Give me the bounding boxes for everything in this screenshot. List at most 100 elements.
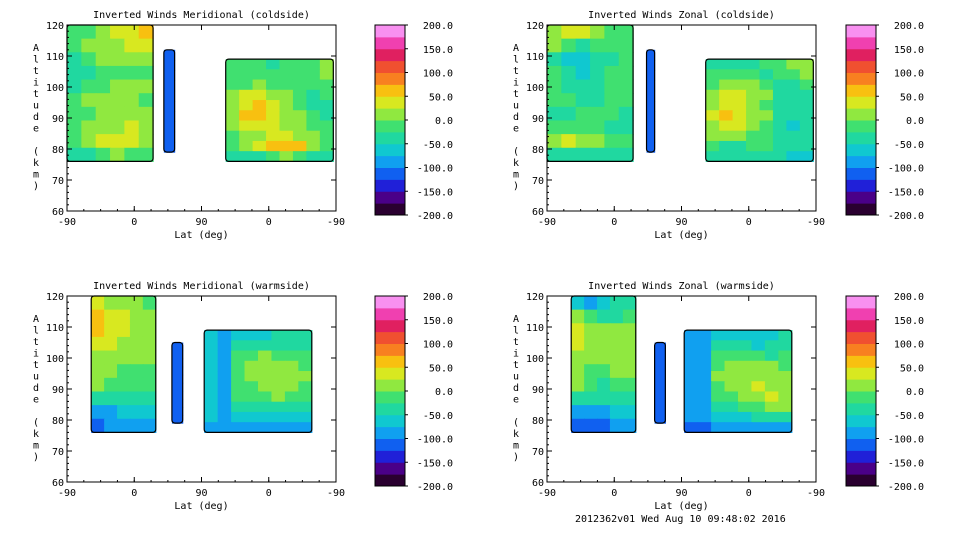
- data-cell: [724, 360, 739, 372]
- data-cell: [67, 38, 82, 53]
- data-cell: [684, 340, 699, 352]
- data-cell: [319, 120, 334, 132]
- data-cell: [618, 25, 634, 40]
- contour-field: [546, 24, 814, 163]
- x-tick-label: 0: [131, 217, 137, 228]
- chart-panel-1: Inverted Winds Meridional (coldside) 60 70…: [33, 10, 453, 241]
- data-cell: [609, 323, 624, 338]
- data-cell: [306, 120, 321, 132]
- data-cell: [284, 330, 299, 341]
- colorbar-swatch: [846, 402, 876, 416]
- data-cell: [271, 422, 286, 433]
- data-cell: [169, 49, 176, 61]
- data-cell: [732, 69, 747, 81]
- data-cell: [719, 120, 734, 132]
- data-cell: [225, 151, 240, 162]
- data-cell: [650, 121, 656, 133]
- colorbar-tick-label: -200.0: [417, 211, 453, 222]
- data-cell: [575, 93, 591, 108]
- x-tick-label: -90: [807, 488, 825, 499]
- x-tick-label: 0: [746, 217, 752, 228]
- data-cell: [95, 52, 111, 67]
- data-cell: [786, 89, 801, 101]
- data-cell: [124, 93, 140, 108]
- colorbar-tick-label: -50.0: [894, 411, 924, 422]
- data-cell: [547, 38, 562, 53]
- data-cell: [142, 296, 157, 311]
- data-cell: [711, 401, 726, 413]
- data-cell: [622, 391, 637, 406]
- data-cell: [618, 52, 634, 67]
- data-cell: [239, 130, 254, 142]
- data-cell: [171, 382, 178, 392]
- colorbar-swatch: [846, 131, 876, 145]
- data-cell: [231, 350, 246, 362]
- colorbar-tick-label: 100.0: [423, 340, 453, 351]
- data-cell: [177, 366, 184, 376]
- data-cell: [684, 330, 699, 341]
- data-cell: [786, 151, 801, 162]
- data-cell: [239, 140, 254, 152]
- data-cell: [298, 411, 313, 423]
- data-cell: [204, 381, 219, 393]
- data-cell: [561, 93, 577, 108]
- data-cell: [575, 65, 591, 81]
- data-cell: [169, 111, 176, 123]
- data-cell: [142, 405, 157, 420]
- data-cell: [169, 131, 176, 143]
- colorbar-swatch: [375, 367, 405, 380]
- colorbar-swatch: [846, 391, 876, 404]
- data-cell: [81, 134, 97, 149]
- data-cell: [129, 364, 144, 379]
- data-cell: [244, 401, 259, 413]
- colorbar-swatch: [846, 414, 876, 428]
- colorbar-tick-label: 150.0: [894, 316, 924, 327]
- data-cell: [67, 106, 82, 122]
- colorbar-tick-label: -200.0: [417, 482, 453, 493]
- data-cell: [697, 371, 712, 382]
- data-cell: [561, 147, 577, 162]
- data-cell: [284, 340, 299, 352]
- data-cell: [622, 418, 637, 433]
- colorbar-swatch: [846, 120, 876, 133]
- colorbar-tick-label: -150.0: [417, 187, 453, 198]
- data-cell: [705, 110, 720, 122]
- contour-field: [90, 295, 313, 434]
- data-cell: [659, 358, 666, 368]
- x-tick-label: 0: [131, 488, 137, 499]
- data-cell: [786, 79, 801, 91]
- data-cell: [239, 89, 254, 101]
- data-cell: [571, 336, 585, 352]
- data-cell: [231, 401, 246, 413]
- data-cell: [746, 89, 761, 101]
- data-cell: [609, 405, 624, 420]
- data-cell: [604, 79, 620, 94]
- data-cell: [292, 120, 308, 132]
- data-cell: [204, 422, 219, 433]
- data-cell: [298, 340, 313, 352]
- data-cell: [646, 60, 652, 71]
- data-cell: [244, 422, 259, 433]
- data-cell: [778, 391, 793, 403]
- data-cell: [95, 106, 111, 122]
- colorbar-swatch: [375, 179, 405, 192]
- colorbar-tick-label: -150.0: [417, 458, 453, 469]
- data-cell: [204, 350, 219, 362]
- data-cell: [171, 350, 178, 360]
- data-cell: [746, 69, 761, 81]
- data-cell: [759, 59, 774, 70]
- data-cell: [110, 93, 125, 108]
- data-cell: [266, 110, 281, 122]
- data-cell: [547, 93, 562, 108]
- colorbar-swatch: [846, 155, 876, 168]
- data-cell: [590, 25, 605, 40]
- colorbar: 200.0 150.0 100.0 50.0 0.0 -50.0 -100.0 -150.0 -…: [845, 21, 924, 222]
- data-cell: [217, 401, 232, 413]
- data-cell: [737, 360, 753, 372]
- x-tick-label: 90: [675, 217, 687, 228]
- data-cell: [719, 130, 734, 142]
- data-cell: [319, 100, 334, 111]
- data-cell: [719, 59, 734, 70]
- data-cell: [177, 406, 184, 416]
- data-cell: [163, 60, 170, 71]
